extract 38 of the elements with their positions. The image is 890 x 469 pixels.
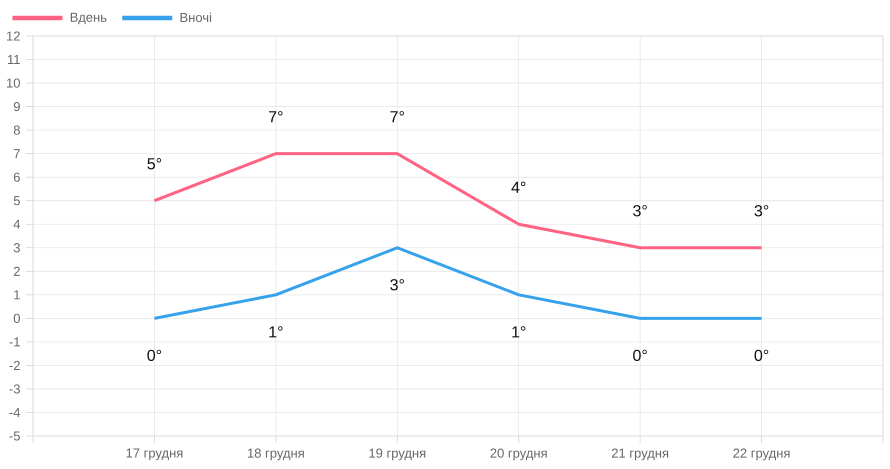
y-tick-label: 10 — [7, 78, 20, 88]
y-tick-label: 2 — [14, 266, 20, 276]
legend-label: Вдень — [70, 12, 106, 24]
y-tick-label: 4 — [14, 220, 20, 229]
data-label: 1° — [269, 326, 283, 338]
data-label: 5° — [147, 158, 162, 170]
x-tick-label: 20 грудня — [490, 448, 547, 460]
y-tick-label: 1 — [14, 290, 20, 300]
data-label: 4° — [511, 182, 526, 193]
data-label: 0° — [633, 350, 647, 362]
y-tick-label: 9 — [14, 102, 20, 112]
x-tick-label: 21 грудня — [612, 448, 668, 460]
data-label: 7° — [390, 111, 404, 122]
y-tick-label: -4 — [9, 408, 20, 417]
data-label: 7° — [269, 111, 283, 122]
data-label: 3° — [633, 205, 647, 216]
y-tick-label: 5 — [14, 196, 20, 206]
x-tick-label: 22 грудня — [733, 448, 790, 460]
y-tick-label: -3 — [9, 384, 20, 394]
data-label: 0° — [147, 350, 162, 362]
data-label: 1° — [512, 326, 526, 338]
y-tick-label: -1 — [9, 337, 20, 346]
y-tick-label: 6 — [14, 172, 20, 182]
data-label: 0° — [754, 350, 768, 362]
legend-label: Вночі — [180, 12, 212, 22]
y-tick-label: 0 — [14, 314, 20, 323]
y-tick-label: 11 — [8, 55, 20, 64]
data-label: 3° — [390, 279, 404, 290]
y-tick-label: 8 — [14, 126, 20, 135]
y-tick-label: 3 — [14, 243, 20, 252]
y-tick-label: -5 — [9, 431, 20, 441]
x-tick-label: 17 грудня — [126, 448, 182, 460]
x-tick-label: 19 грудня — [369, 448, 426, 460]
x-tick-label: 18 грудня — [248, 448, 304, 460]
y-tick-label: 7 — [14, 149, 20, 158]
y-tick-label: 12 — [7, 31, 20, 41]
y-tick-label: -2 — [9, 360, 20, 370]
data-label: 3° — [754, 205, 768, 216]
